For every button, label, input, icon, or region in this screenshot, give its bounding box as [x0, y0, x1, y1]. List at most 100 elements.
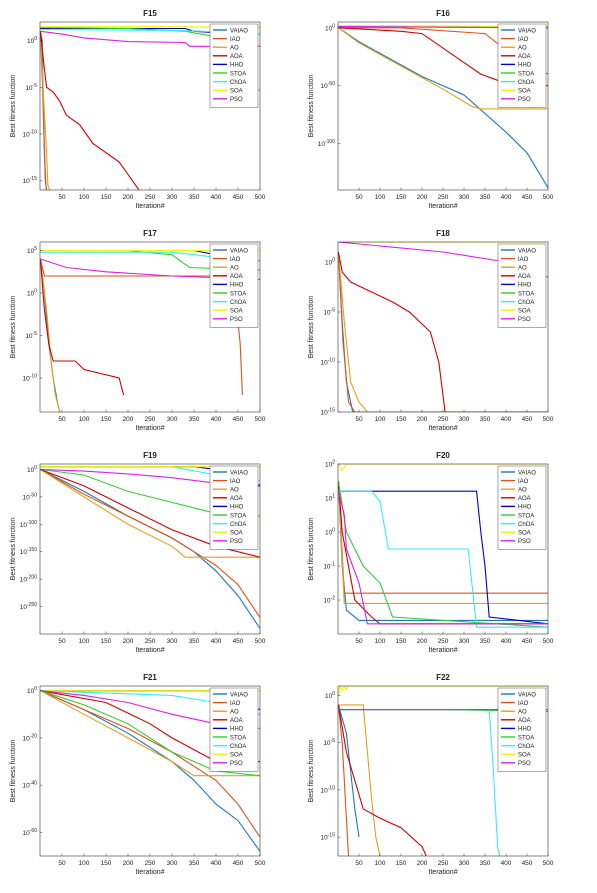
x-axis-label: Iteration# [428, 425, 457, 432]
legend-label-pso: PSO [518, 317, 531, 323]
legend-label-stoa: STOA [518, 735, 534, 741]
chart-f16: F16 50 100 150 200 250 300 350 400 450 500 100 10-50… [308, 9, 554, 210]
y-tick-label: 10-50 [321, 81, 336, 90]
x-tick-label: 400 [211, 416, 222, 423]
series-line-iao [338, 251, 548, 412]
x-tick-label: 250 [438, 860, 449, 867]
y-axis-label: Best fitness function [308, 75, 315, 138]
x-tick-label: 450 [522, 860, 533, 867]
y-tick-label: 100 [325, 691, 335, 700]
legend-label-stoa: STOA [230, 735, 246, 741]
x-axis-label: Iteration# [135, 203, 164, 210]
legend: VAIAO IAO AO AOA HHO STOA ChOA SOA PSO [497, 23, 547, 108]
legend-label-stoa: STOA [518, 513, 534, 519]
series-line-ao [338, 480, 548, 604]
x-tick-label: 100 [79, 416, 90, 423]
x-tick-label: 300 [459, 638, 470, 645]
series-line-aoa [40, 31, 140, 190]
legend-label-choa: ChOA [518, 80, 534, 86]
series-line-aoa [338, 704, 427, 856]
legend-label-choa: ChOA [230, 80, 246, 86]
legend-label-hho: HHO [230, 283, 244, 289]
legend: VAIAO IAO AO AOA HHO STOA ChOA SOA PSO [209, 465, 259, 550]
legend-label-choa: ChOA [230, 300, 246, 306]
series-line-ao [40, 469, 260, 558]
y-tick-label: 10-50 [23, 492, 38, 501]
x-tick-label: 350 [480, 860, 491, 867]
legend-label-iao: IAO [230, 479, 241, 485]
y-axis-label: Best fitness function [308, 518, 315, 581]
y-tick-label: 10-150 [20, 547, 37, 556]
x-tick-label: 450 [233, 860, 244, 867]
x-tick-label: 200 [123, 194, 134, 201]
legend-label-pso: PSO [518, 97, 531, 103]
x-tick-label: 200 [123, 860, 134, 867]
legend-label-soa: SOA [518, 753, 531, 759]
series-line-choa [338, 709, 501, 856]
x-tick-label: 100 [79, 194, 90, 201]
y-tick-label: 100 [27, 289, 37, 298]
x-tick-label: 450 [233, 416, 244, 423]
chart-f21: F21 50 100 150 200 250 300 350 400 450 500 100 10-20… [10, 673, 266, 876]
chart-title: F19 [143, 451, 157, 460]
y-tick-label: 10-5 [25, 83, 37, 92]
y-tick-label: 10-10 [23, 130, 38, 139]
legend-label-stoa: STOA [230, 291, 246, 297]
y-axis-label: Best fitness function [10, 740, 17, 803]
x-tick-label: 500 [255, 860, 266, 867]
y-tick-label: 10-250 [20, 602, 37, 611]
x-tick-label: 100 [79, 638, 90, 645]
y-tick-label: 100 [27, 465, 37, 474]
x-tick-label: 100 [375, 638, 386, 645]
y-tick-label: 10-2 [323, 596, 335, 605]
legend-label-pso: PSO [230, 317, 243, 323]
legend-label-hho: HHO [230, 63, 244, 69]
series-line-pso [338, 491, 548, 625]
y-tick-label: 100 [325, 258, 335, 267]
series-line-pso [40, 258, 260, 280]
y-tick-label: 105 [27, 246, 37, 255]
x-tick-label: 50 [355, 194, 363, 201]
x-tick-label: 300 [459, 194, 470, 201]
series-group [338, 24, 548, 188]
legend-label-vaiao: VAIAO [518, 692, 536, 698]
x-tick-label: 200 [417, 638, 428, 645]
legend: VAIAO IAO AO AOA HHO STOA ChOA SOA PSO [209, 687, 259, 772]
legend-label-ao: AO [230, 710, 239, 716]
legend-label-ao: AO [518, 266, 527, 272]
series-line-ao [338, 251, 368, 412]
y-axis-label: Best fitness function [10, 518, 17, 581]
chart-title: F20 [436, 451, 450, 460]
x-tick-label: 150 [101, 194, 112, 201]
x-tick-label: 100 [375, 416, 386, 423]
x-tick-label: 350 [189, 638, 200, 645]
x-tick-label: 250 [145, 860, 156, 867]
legend-label-soa: SOA [230, 89, 243, 95]
x-tick-label: 150 [396, 638, 407, 645]
y-tick-label: 100 [27, 36, 37, 45]
y-axis-label: Best fitness function [308, 740, 315, 803]
legend-label-hho: HHO [518, 727, 532, 733]
series-line-hho [338, 490, 548, 625]
x-tick-label: 400 [211, 638, 222, 645]
x-axis-label: Iteration# [135, 425, 164, 432]
x-tick-label: 200 [417, 860, 428, 867]
x-tick-label: 500 [543, 194, 554, 201]
legend-label-iao: IAO [230, 257, 241, 263]
series-line-pso [40, 30, 260, 47]
series-group [338, 464, 548, 628]
chart-f18: F18 50 100 150 200 250 300 350 400 450 500 100 10-5 1… [308, 229, 554, 432]
x-tick-label: 250 [145, 638, 156, 645]
y-tick-label: 100 [27, 686, 37, 695]
legend-label-ao: AO [230, 266, 239, 272]
legend-label-ao: AO [518, 46, 527, 52]
x-tick-label: 300 [167, 194, 178, 201]
x-tick-label: 400 [211, 860, 222, 867]
y-tick-label: 10-10 [23, 374, 38, 383]
legend: VAIAO IAO AO AOA HHO STOA ChOA SOA PSO [209, 23, 259, 108]
chart-f17: F17 50 100 150 200 250 300 350 400 450 500 105 100 10… [10, 229, 266, 432]
x-tick-label: 50 [355, 860, 363, 867]
y-tick-label: 10-100 [318, 139, 335, 148]
x-tick-label: 150 [101, 416, 112, 423]
